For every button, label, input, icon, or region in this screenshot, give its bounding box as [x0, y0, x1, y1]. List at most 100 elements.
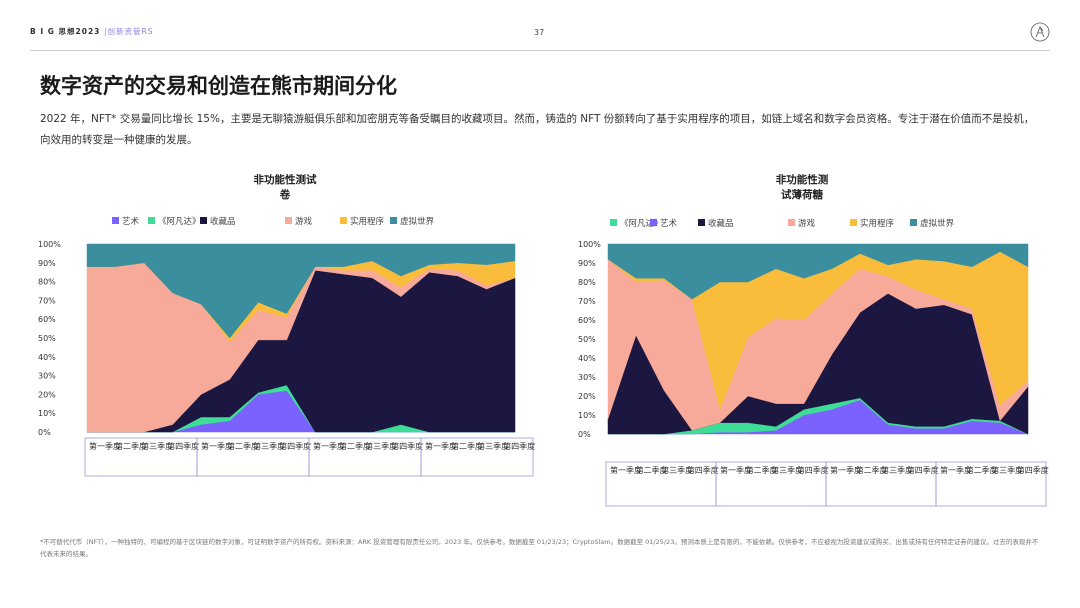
quarter-label: 第一季度: [830, 465, 862, 475]
legend-item: 实用程序: [340, 216, 385, 227]
legend-label: 游戏: [798, 218, 816, 229]
legend-swatch: [610, 219, 617, 226]
legend-label: 实用程序: [860, 218, 895, 229]
y-tick-label: 60%: [578, 316, 596, 325]
y-tick-label: 90%: [578, 259, 596, 268]
quarter-label: 第二季度: [227, 441, 259, 451]
chart-panel-mints: 非功能性测试薄荷糖《阿凡达》 艺术 收藏品 游戏 实用程序 虚拟世界 0% 10% 20% 30%…: [550, 170, 1050, 514]
y-tick-label: 10%: [578, 411, 596, 420]
y-tick-label: 70%: [38, 296, 56, 305]
quarter-label: 第一季度: [89, 441, 121, 451]
chart-title: 非功能性测试: [254, 173, 317, 186]
quarter-label: 第四季度: [687, 465, 719, 475]
chart-title: 非功能性测: [776, 173, 829, 186]
quarter-label: 第三季度: [881, 465, 913, 475]
quarter-label: 第二季度: [339, 441, 371, 451]
legend-item: 收藏品: [698, 218, 734, 229]
y-tick-label: 80%: [578, 278, 596, 287]
legend-item: 实用程序: [850, 218, 895, 229]
quarter-label: 第二季度: [636, 465, 668, 475]
y-tick-label: 70%: [578, 297, 596, 306]
quarter-label: 第一季度: [940, 465, 972, 475]
quarter-label: 第三季度: [991, 465, 1023, 475]
legend-swatch: [148, 217, 155, 224]
legend-item: 游戏: [285, 216, 313, 227]
quarter-label: 第三季度: [661, 465, 693, 475]
quarter-label: 第三季度: [253, 441, 285, 451]
footnote: *不可替代代币（NFT），一种独特的、可编程的基于区块链的数字对象，可证明数字资…: [40, 538, 1039, 558]
legend-label: 实用程序: [350, 216, 385, 227]
y-tick-label: 0%: [38, 428, 51, 437]
legend-item: 虚拟世界: [390, 216, 435, 227]
quarter-label: 第四季度: [1017, 465, 1049, 475]
legend-label: 虚拟世界: [400, 216, 435, 227]
legend-label: 收藏品: [210, 216, 236, 227]
quarter-label: 第一季度: [313, 441, 345, 451]
legend-swatch: [112, 217, 119, 224]
legend-item: 《阿凡达》: [148, 216, 201, 227]
quarter-label: 第四季度: [907, 465, 939, 475]
legend-item: 《阿凡达》: [610, 218, 663, 229]
legend-item: 游戏: [788, 218, 816, 229]
y-tick-label: 100%: [38, 240, 61, 249]
chart-panel-volume: 非功能性测试卷艺术 《阿凡达》 收藏品 游戏 实用程序 虚拟世界 0% 10% 20% 30% 40…: [30, 170, 535, 514]
quarter-label: 第一季度: [720, 465, 752, 475]
year-block: [420, 437, 534, 477]
ark-logo-icon: [1030, 22, 1050, 42]
chart-title: 卷: [279, 188, 291, 201]
quarter-label: 第二季度: [115, 441, 147, 451]
quarter-label: 第三季度: [141, 441, 173, 451]
legend-item: 虚拟世界: [910, 218, 955, 229]
header-brand: B I G 思想2023 |创新资管RS: [30, 26, 154, 37]
year-block: [935, 461, 1047, 507]
quarter-label: 第四季度: [503, 441, 535, 451]
brand-name: B I G: [30, 27, 55, 36]
legend-swatch: [698, 219, 705, 226]
legend-swatch: [340, 217, 347, 224]
header-divider: [30, 50, 1050, 51]
y-tick-label: 40%: [38, 353, 56, 362]
legend-swatch: [850, 219, 857, 226]
y-tick-label: 100%: [578, 240, 601, 249]
legend-label: 《阿凡达》: [158, 216, 201, 227]
quarter-label: 第四季度: [391, 441, 423, 451]
legend-swatch: [200, 217, 207, 224]
quarter-label: 第一季度: [201, 441, 233, 451]
y-tick-label: 20%: [578, 392, 596, 401]
area-series: [607, 243, 1029, 300]
y-tick-label: 80%: [38, 278, 56, 287]
legend-swatch: [390, 217, 397, 224]
intro-paragraph: 2022 年，NFT* 交易量同比增长 15%，主要是无聊猿游艇俱乐部和加密朋克…: [40, 113, 1035, 146]
quarter-label: 第一季度: [610, 465, 642, 475]
legend-swatch: [788, 219, 795, 226]
quarter-label: 第三季度: [365, 441, 397, 451]
quarter-label: 第四季度: [279, 441, 311, 451]
legend-label: 游戏: [295, 216, 313, 227]
brand-sub: |创新资管RS: [104, 27, 154, 36]
legend-item: 艺术: [650, 218, 678, 229]
legend-label: 艺术: [660, 218, 678, 229]
y-tick-label: 30%: [578, 373, 596, 382]
area-series: [86, 243, 516, 339]
legend-label: 艺术: [122, 216, 140, 227]
quarter-label: 第三季度: [477, 441, 509, 451]
y-tick-label: 50%: [38, 334, 56, 343]
y-tick-label: 50%: [578, 335, 596, 344]
y-tick-label: 30%: [38, 372, 56, 381]
legend-label: 《阿凡达》: [620, 218, 663, 229]
y-tick-label: 90%: [38, 259, 56, 268]
legend-swatch: [285, 217, 292, 224]
y-tick-label: 20%: [38, 390, 56, 399]
quarter-label: 第三季度: [771, 465, 803, 475]
quarter-label: 第二季度: [966, 465, 998, 475]
y-tick-label: 10%: [38, 409, 56, 418]
chart-title: 试薄荷糖: [781, 188, 823, 201]
legend-label: 虚拟世界: [920, 218, 955, 229]
y-tick-label: 0%: [578, 430, 591, 439]
y-tick-label: 60%: [38, 315, 56, 324]
quarter-label: 第二季度: [746, 465, 778, 475]
legend-label: 收藏品: [708, 218, 734, 229]
page-title: 数字资产的交易和创造在熊市期间分化: [40, 74, 397, 98]
